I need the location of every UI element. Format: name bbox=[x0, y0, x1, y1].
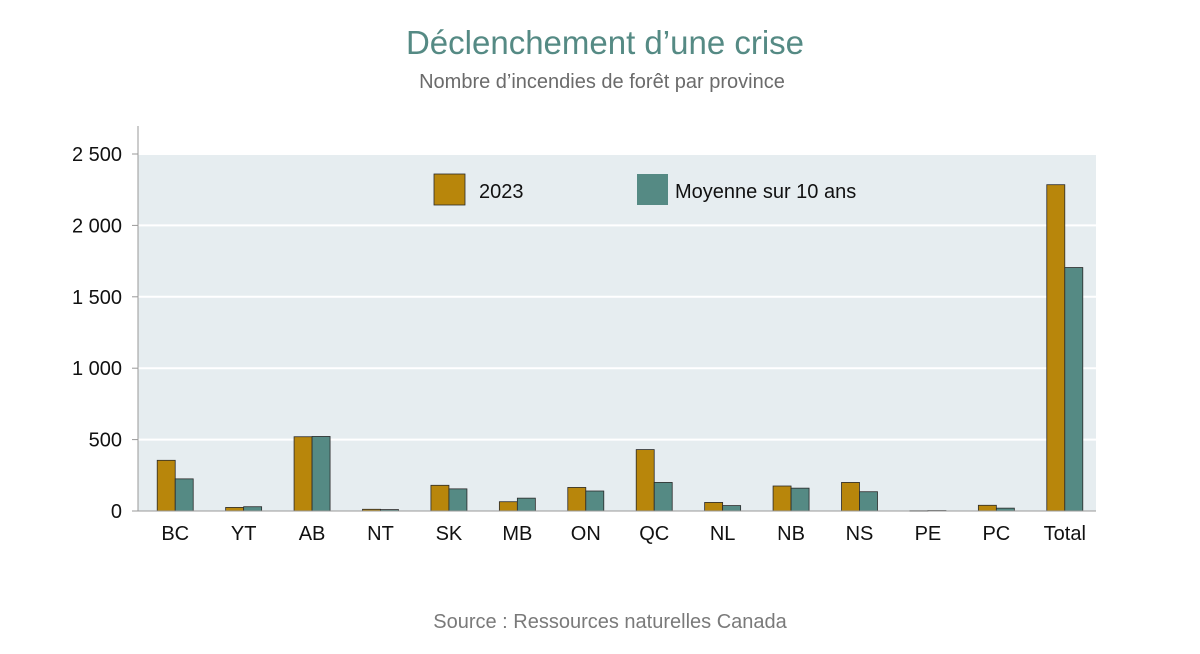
plot-background bbox=[138, 154, 1096, 511]
bar-2023-on bbox=[567, 487, 587, 512]
bar-moyenne-total bbox=[1064, 267, 1084, 512]
y-tick-label: 0 bbox=[111, 501, 122, 523]
y-tick-label: 500 bbox=[89, 430, 122, 452]
x-tick-label: QC bbox=[639, 523, 669, 545]
x-tick-label: NS bbox=[846, 523, 874, 545]
x-tick-label: PC bbox=[982, 523, 1010, 545]
x-tick-label: NL bbox=[710, 523, 736, 545]
chart-subtitle: Nombre d’incendies de forêt par province bbox=[419, 71, 785, 93]
x-tick-label: NB bbox=[777, 523, 805, 545]
y-tick-label: 1 000 bbox=[72, 358, 122, 380]
bar-2023-yt bbox=[225, 507, 245, 512]
legend-label: 2023 bbox=[479, 181, 524, 203]
bar-2023-bc bbox=[156, 459, 176, 512]
legend-label: Moyenne sur 10 ans bbox=[675, 181, 856, 203]
x-tick-label: ON bbox=[571, 523, 601, 545]
x-tick-label: PE bbox=[915, 523, 942, 545]
bar-2023-ns bbox=[841, 482, 860, 512]
bar-2023-total bbox=[1046, 184, 1066, 512]
legend-swatch bbox=[637, 174, 668, 205]
x-tick-label: BC bbox=[161, 523, 189, 545]
bars bbox=[156, 184, 1084, 512]
bar-moyenne-ab bbox=[311, 436, 331, 512]
bar-moyenne-bc bbox=[174, 478, 194, 512]
gridlines bbox=[138, 153, 1096, 441]
bar-moyenne-on bbox=[585, 490, 605, 512]
x-tick-label: MB bbox=[502, 523, 532, 545]
bar-2023-ab bbox=[293, 436, 313, 512]
y-tick-label: 2 500 bbox=[72, 144, 122, 166]
x-axis-ticks: BC YT AB NT SK MB ON QC NL NB NS PE PC Total bbox=[161, 523, 1086, 545]
legend-swatch bbox=[433, 173, 466, 206]
chart-title: Déclenchement d’une crise bbox=[405, 24, 805, 61]
bar-2023-sk bbox=[430, 484, 450, 512]
y-axis-ticks: 0 500 1 000 1 500 2 000 2 500 bbox=[72, 144, 138, 523]
bar-2023-nl bbox=[704, 502, 724, 512]
bar-moyenne-nb bbox=[790, 487, 810, 512]
bar-moyenne-ns bbox=[859, 491, 878, 512]
x-tick-label: SK bbox=[436, 523, 463, 545]
bar-moyenne-qc bbox=[653, 482, 673, 512]
x-tick-label: Total bbox=[1044, 523, 1086, 545]
source-note: Source : Ressources naturelles Canada bbox=[433, 611, 787, 633]
bar-moyenne-yt bbox=[243, 506, 263, 512]
bar-2023-qc bbox=[635, 449, 655, 512]
bar-moyenne-mb bbox=[516, 497, 536, 512]
x-tick-label: YT bbox=[231, 523, 257, 545]
bar-moyenne-sk bbox=[448, 488, 468, 512]
bar-moyenne-nl bbox=[722, 505, 742, 512]
y-tick-label: 2 000 bbox=[72, 215, 122, 237]
y-tick-label: 1 500 bbox=[72, 287, 122, 309]
x-tick-label: AB bbox=[299, 523, 326, 545]
bar-2023-pc bbox=[977, 504, 997, 512]
bar-2023-mb bbox=[498, 501, 518, 512]
legend: 2023 Moyenne sur 10 ans bbox=[433, 173, 856, 206]
x-tick-label: NT bbox=[367, 523, 394, 545]
bar-2023-nb bbox=[772, 485, 792, 512]
